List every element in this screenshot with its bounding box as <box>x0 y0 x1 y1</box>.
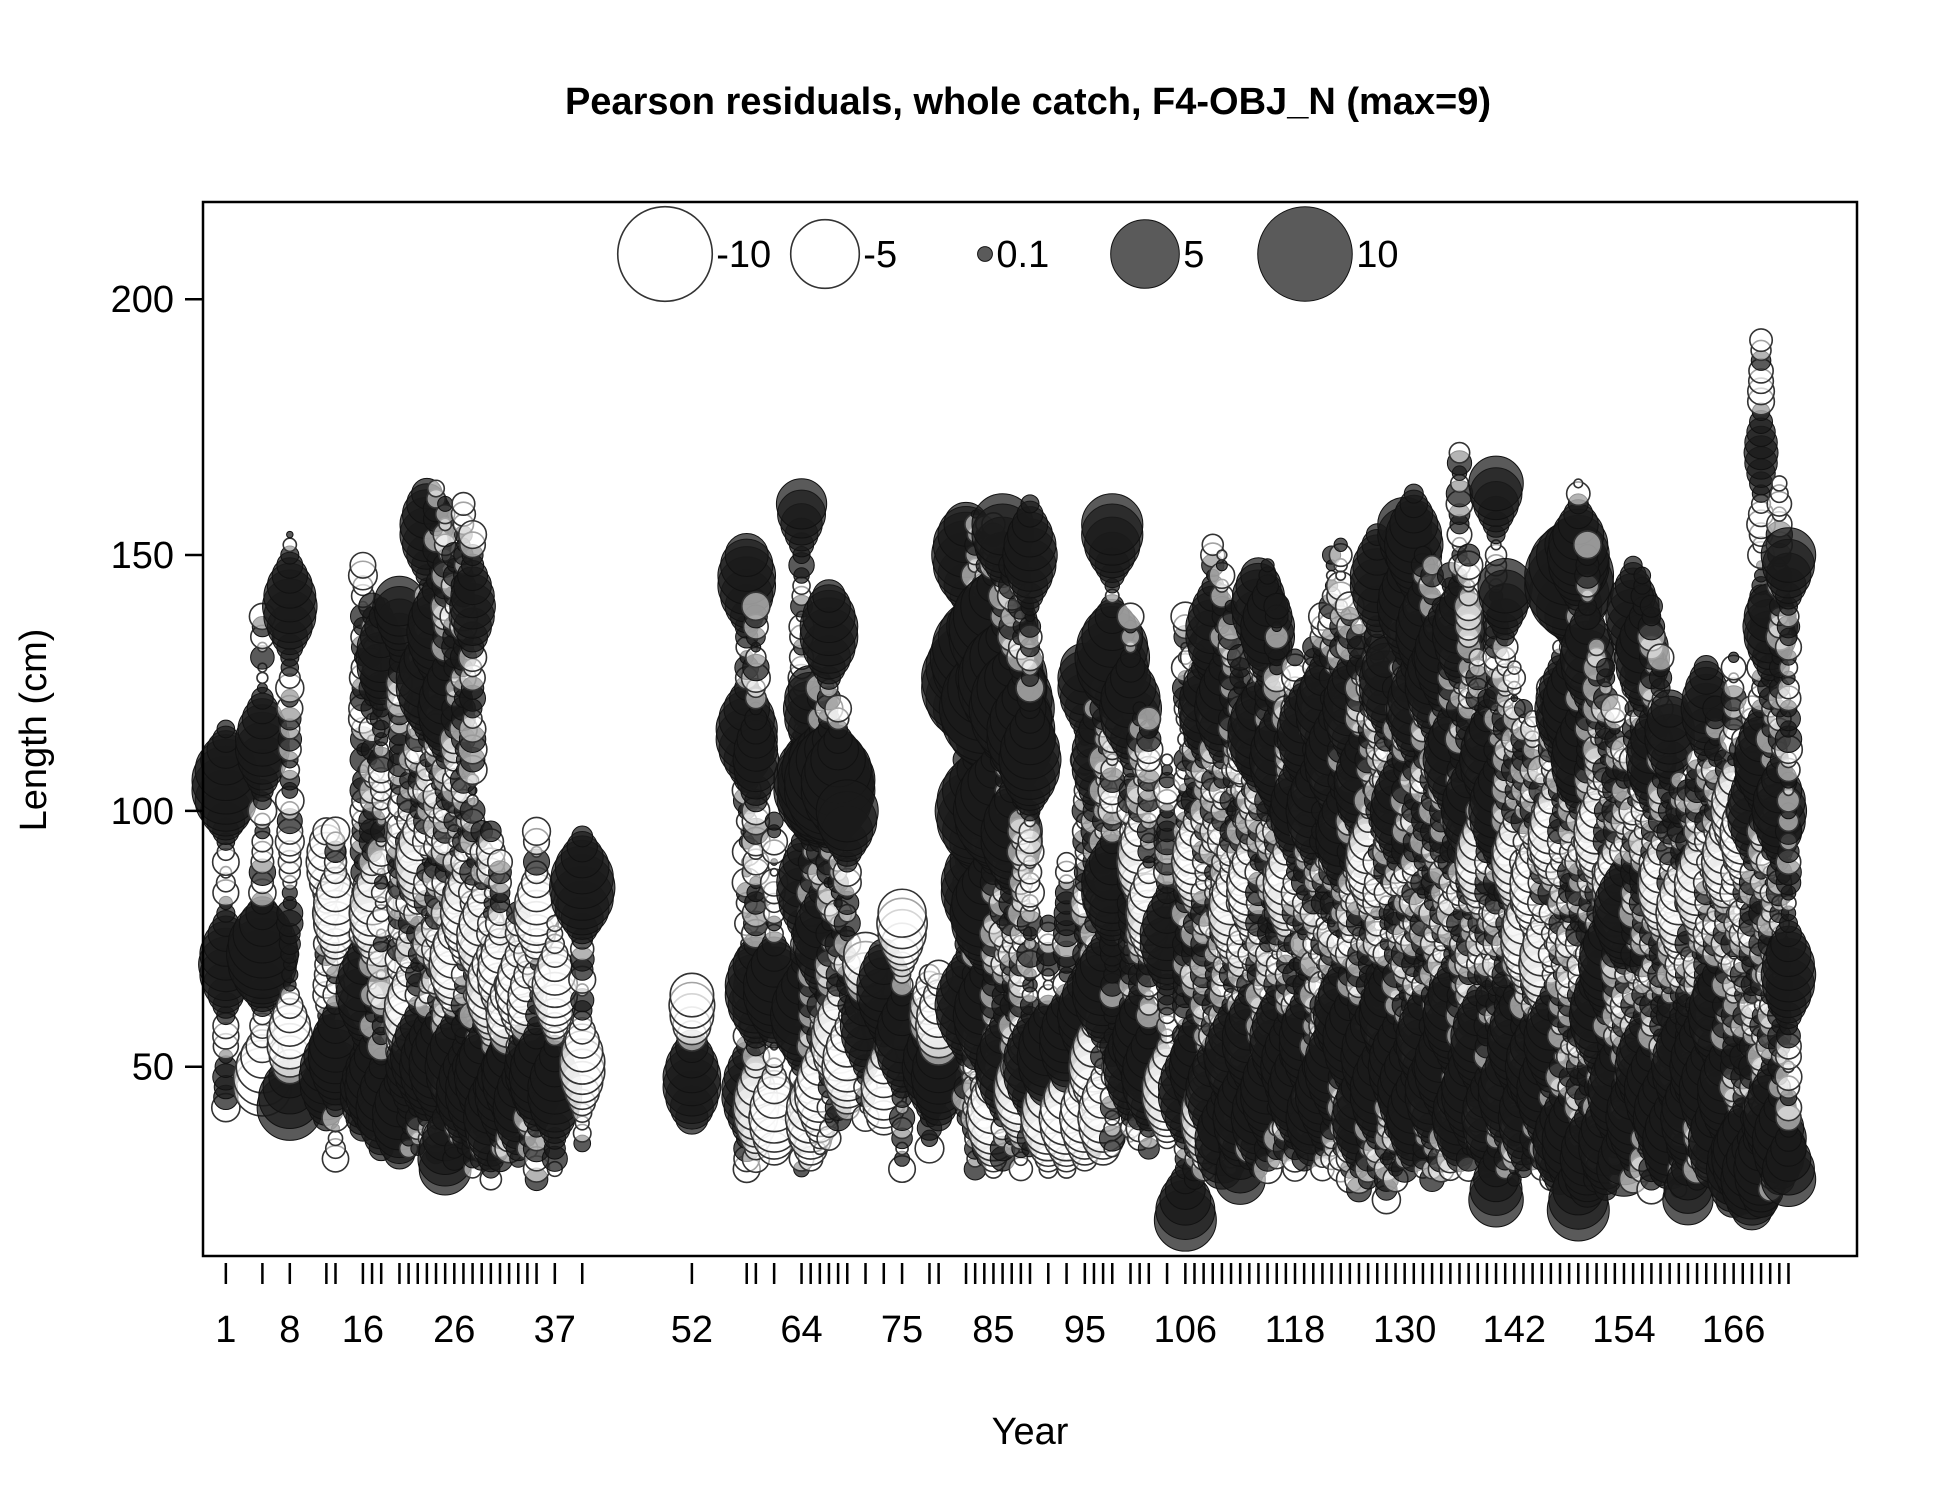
residual-bubble <box>256 682 268 694</box>
chart-title: Pearson residuals, whole catch, F4-OBJ_N… <box>565 81 1491 123</box>
residual-bubble <box>1263 592 1291 620</box>
residual-bubble <box>815 779 879 843</box>
residual-bubble <box>320 816 351 847</box>
residual-bubble <box>724 533 769 578</box>
residual-bubble <box>480 820 502 843</box>
residual-bubble <box>775 478 828 530</box>
residual-bubble <box>437 495 454 512</box>
residual-bubble <box>457 519 488 550</box>
residual-bubble <box>282 537 298 553</box>
residual-bubble <box>741 591 771 622</box>
residual-bubble <box>426 479 446 498</box>
residual-bubble <box>521 816 552 846</box>
residual-bubble <box>1020 494 1040 514</box>
residual-bubble <box>451 491 476 517</box>
residual-bubble <box>256 671 269 685</box>
residual-bubble <box>1136 706 1162 732</box>
residual-bubble <box>1468 455 1524 512</box>
residual-bubble <box>486 848 514 876</box>
residual-bubble <box>286 530 294 539</box>
residual-bubble <box>1216 549 1228 561</box>
residual-bubble <box>824 694 853 723</box>
residual-bubble <box>1333 537 1348 552</box>
residual-bubble <box>1457 543 1481 567</box>
residual-bubble <box>669 972 715 1018</box>
residual-bubble <box>1506 660 1522 675</box>
residual-bubble <box>327 1130 344 1147</box>
residual-bubble <box>466 794 480 808</box>
residual-bubble <box>812 579 846 613</box>
residual-bubble <box>467 785 478 796</box>
residual-bubble <box>374 875 389 890</box>
residual-bubble <box>1056 851 1077 873</box>
residual-bubble <box>877 888 927 938</box>
residual-bubble <box>1403 483 1424 504</box>
residual-bubble <box>1448 441 1471 464</box>
residual-bubble <box>1510 694 1519 703</box>
residual-bubble <box>1116 602 1145 631</box>
residual-bubble <box>1286 648 1304 667</box>
residual-bubble <box>349 551 377 579</box>
residual-bubble <box>1160 753 1174 766</box>
residual-bubble <box>571 825 594 848</box>
bubble-layer <box>191 328 1817 1252</box>
residual-bubble <box>1081 493 1144 556</box>
residual-bubble <box>1260 558 1275 573</box>
residual-bubble <box>216 719 236 739</box>
residual-bubble <box>769 867 779 877</box>
residual-bubble <box>1161 764 1173 776</box>
residual-bubble <box>1042 979 1054 991</box>
residual-bubble <box>1215 559 1228 572</box>
